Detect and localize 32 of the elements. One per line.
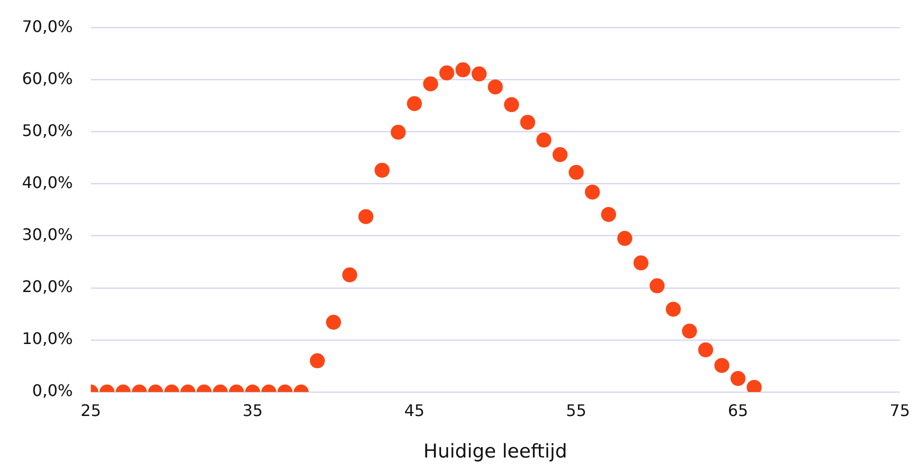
x-tick-label: 45 — [404, 400, 425, 420]
point — [472, 66, 487, 82]
point — [406, 96, 422, 112]
x-tick-label: 65 — [728, 400, 748, 420]
x-tick-label: 25 — [80, 400, 102, 420]
point — [617, 230, 632, 246]
point — [439, 65, 454, 80]
y-tick-label: 40,0% — [22, 172, 73, 192]
y-tick-label: 70,0% — [22, 16, 73, 36]
y-tick-label: 50,0% — [22, 120, 73, 140]
point — [552, 147, 568, 162]
point — [390, 124, 406, 140]
x-axis-title: Huidige leeftijd — [423, 440, 568, 463]
point — [455, 62, 470, 78]
point — [374, 162, 390, 178]
point — [601, 206, 616, 222]
point — [520, 114, 536, 130]
point — [536, 132, 552, 148]
point — [488, 79, 503, 94]
x-tick-label: 75 — [890, 400, 910, 420]
point — [504, 97, 520, 112]
x-tick-label: 55 — [566, 400, 586, 420]
y-tick-label: 0,0% — [32, 381, 73, 400]
y-tick-label: 10,0% — [22, 329, 73, 348]
point — [423, 76, 438, 92]
point — [584, 184, 600, 200]
x-tick-label: 35 — [242, 400, 263, 420]
point — [358, 209, 374, 224]
y-tick-label: 30,0% — [22, 224, 73, 244]
y-tick-label: 60,0% — [22, 68, 73, 88]
y-tick-label: 20,0% — [22, 277, 73, 296]
point — [568, 164, 584, 180]
